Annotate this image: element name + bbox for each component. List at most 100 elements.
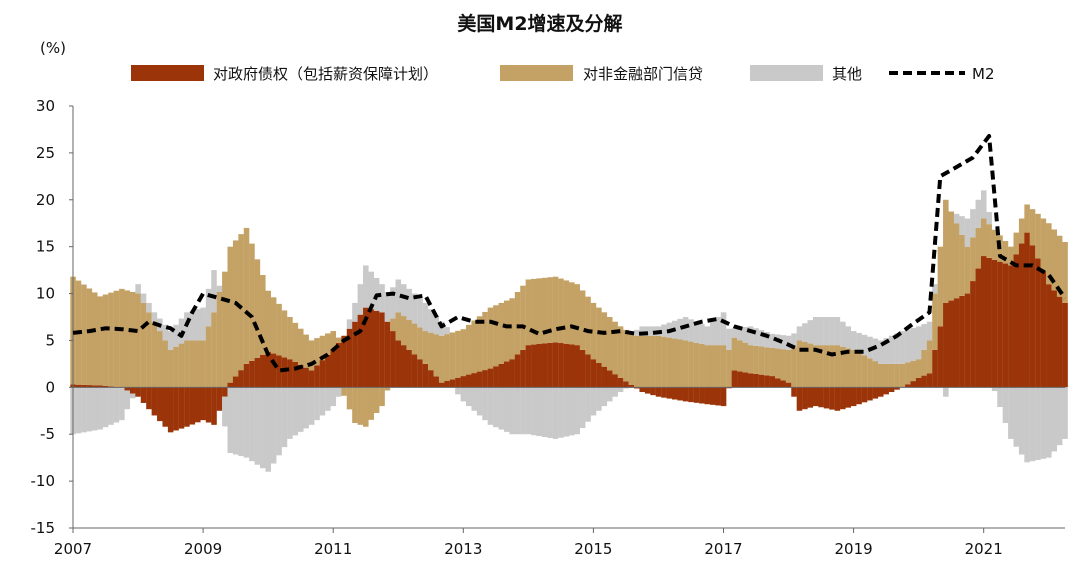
bar-segment-other (526, 387, 532, 434)
bar-segment-other (808, 320, 814, 343)
bar-segment-other (954, 214, 960, 223)
bar-segment-gov (509, 359, 515, 387)
bar-segment-other (488, 387, 494, 425)
bar-segment-gov (542, 343, 548, 387)
bar-segment-other (558, 387, 564, 437)
bar-segment-gov (406, 350, 412, 388)
bar-segment-other (520, 387, 526, 434)
bar-segment-other (911, 328, 917, 361)
bar-segment-nonfin (152, 322, 158, 388)
bar-segment-other (190, 311, 196, 341)
bar-segment-gov (976, 269, 982, 388)
bar-segment-gov (916, 378, 922, 387)
bar-segment-gov (656, 387, 662, 396)
bar-segment-other (591, 387, 597, 415)
bar-segment-gov (710, 387, 716, 405)
bar-segment-nonfin (694, 343, 700, 388)
bar-segment-gov (320, 360, 326, 387)
bar-segment-other (509, 387, 515, 434)
bar-segment-other (607, 387, 613, 401)
bar-segment-gov (612, 374, 618, 387)
y-tick-label: 25 (36, 144, 55, 162)
bar-segment-nonfin (444, 334, 450, 381)
bar-segment-other (401, 284, 407, 316)
bar-segment-nonfin (927, 340, 933, 373)
bar-segment-nonfin (179, 344, 185, 388)
bar-segment-nonfin (244, 228, 250, 364)
bar-segment-nonfin (401, 316, 407, 345)
bar-segment-other (325, 387, 331, 410)
bar-segment-gov (1041, 271, 1047, 387)
bar-segment-gov (948, 301, 954, 388)
bar-segment-gov (265, 352, 271, 388)
bar-segment-nonfin (499, 303, 505, 364)
bar-segment-nonfin (162, 340, 168, 387)
bar-segment-gov (759, 375, 765, 388)
bar-segment-nonfin (271, 297, 277, 353)
bar-segment-nonfin (650, 336, 656, 388)
bar-segment-other (287, 387, 293, 439)
bar-segment-nonfin (379, 387, 385, 406)
bar-segment-gov (401, 345, 407, 387)
bar-segment-nonfin (531, 279, 537, 345)
bar-segment-gov (1024, 233, 1030, 388)
bar-segment-other (900, 331, 906, 364)
bar-segment-nonfin (423, 331, 429, 364)
bar-segment-gov (493, 366, 499, 387)
bar-segment-nonfin (195, 340, 201, 387)
bar-segment-nonfin (905, 362, 911, 384)
bar-segment-nonfin (466, 325, 472, 375)
x-tick-label: 2021 (965, 540, 1003, 558)
bar-segment-other (959, 216, 965, 235)
bar-segment-nonfin (553, 277, 559, 343)
bar-segment-other (1062, 387, 1068, 439)
legend-label: M2 (972, 65, 995, 83)
bar-segment-nonfin (677, 340, 683, 388)
bar-segment-nonfin (558, 279, 564, 343)
bar-segment-other (276, 387, 282, 455)
bar-segment-nonfin (249, 244, 255, 361)
bar-segment-other (336, 387, 342, 396)
bar-segment-other (293, 387, 299, 435)
bar-segment-other (504, 387, 510, 432)
bar-segment-other (574, 387, 580, 434)
bar-segment-gov (1008, 265, 1014, 387)
bar-segment-gov (732, 370, 738, 387)
bar-segment-nonfin (228, 247, 234, 383)
bar-segment-nonfin (488, 308, 494, 369)
bar-segment-gov (574, 345, 580, 387)
bar-segment-other (255, 387, 261, 464)
bar-segment-gov (547, 343, 553, 387)
x-tick-label: 2013 (444, 540, 482, 558)
bar-segment-gov (309, 370, 315, 387)
bar-segment-nonfin (276, 304, 282, 356)
y-tick-label: 5 (45, 331, 55, 349)
bar-segment-other (385, 292, 391, 322)
bar-segment-other (103, 387, 109, 427)
y-tick-label: 15 (36, 238, 55, 256)
bar-segment-other (699, 324, 705, 344)
bar-segment-nonfin (688, 342, 694, 388)
bar-segment-nonfin (585, 297, 591, 355)
bar-segment-gov (434, 376, 440, 387)
bar-segment-gov (222, 387, 228, 396)
bar-segment-other (141, 294, 147, 303)
bar-segment-gov (358, 315, 364, 388)
bar-segment-gov (694, 387, 700, 402)
bar-segment-nonfin (515, 292, 521, 355)
bar-segment-other (916, 326, 922, 359)
bar-segment-other (835, 317, 841, 345)
bar-segment-nonfin (211, 312, 217, 387)
bar-segment-gov (173, 387, 179, 430)
bar-segment-nonfin (737, 340, 743, 371)
bar-segment-other (732, 328, 738, 337)
bar-segment-gov (531, 345, 537, 388)
bar-segment-other (997, 387, 1003, 407)
bar-segment-nonfin (461, 329, 467, 376)
bar-segment-gov (932, 350, 938, 388)
bar-segment-nonfin (574, 284, 580, 345)
bar-segment-nonfin (900, 364, 906, 387)
chart-title: 美国M2增速及分解 (457, 12, 622, 35)
bar-segment-gov (190, 387, 196, 424)
bar-segment-nonfin (92, 292, 98, 385)
